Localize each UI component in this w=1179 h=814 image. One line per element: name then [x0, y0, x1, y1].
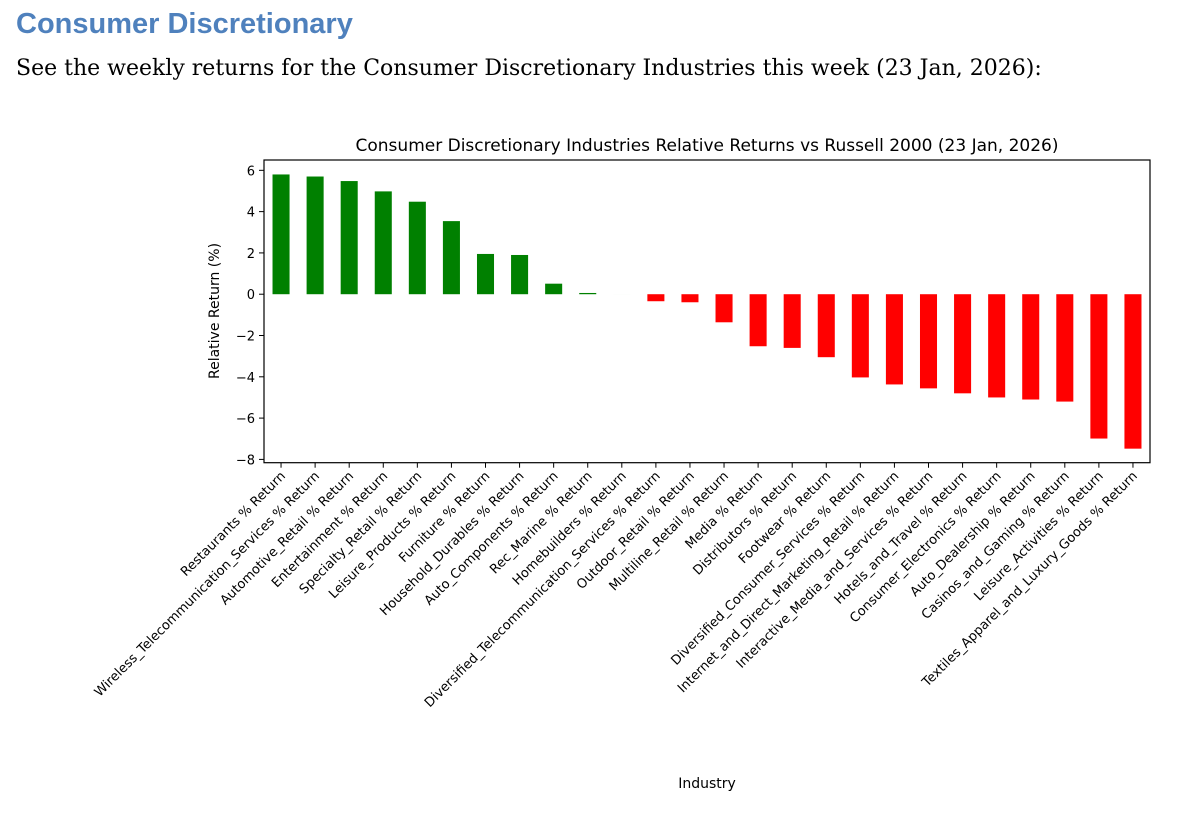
intro-text: See the weekly returns for the Consumer … — [16, 56, 1042, 81]
bar — [476, 253, 495, 295]
bar — [817, 294, 835, 358]
chart-title: Consumer Discretionary Industries Relati… — [356, 136, 1059, 156]
y-tick-label: 4 — [247, 206, 255, 221]
x-axis-label: Industry — [678, 776, 736, 792]
bar — [681, 294, 699, 303]
y-tick-label: 6 — [247, 164, 255, 179]
y-tick-label: −8 — [236, 453, 255, 468]
bar — [272, 174, 290, 295]
bar — [408, 201, 426, 295]
bar — [1056, 294, 1074, 402]
bar — [954, 294, 972, 394]
bar — [511, 254, 529, 295]
bar — [885, 294, 903, 385]
bar — [340, 181, 358, 295]
bar — [579, 292, 597, 295]
x-tick-label: Wireless_Telecommunication_Services % Re… — [92, 469, 323, 700]
bar — [783, 294, 801, 348]
bar — [442, 221, 460, 295]
bar — [306, 176, 324, 295]
y-axis-label: Relative Return (%) — [207, 243, 223, 379]
bar — [1124, 294, 1142, 449]
bar — [749, 294, 767, 347]
y-tick-label: −6 — [236, 412, 255, 427]
bar — [647, 294, 665, 302]
section-heading: Consumer Discretionary — [16, 8, 353, 40]
y-tick-label: 2 — [247, 247, 255, 262]
bar — [374, 191, 392, 295]
bar — [545, 283, 563, 295]
bar — [1090, 294, 1108, 439]
plot-frame — [263, 159, 1151, 464]
y-tick-label: −4 — [236, 371, 255, 386]
bar — [715, 294, 733, 323]
bar — [851, 294, 869, 378]
y-tick-label: 0 — [247, 288, 255, 303]
bar — [1022, 294, 1040, 400]
bar — [919, 294, 938, 389]
bar — [988, 294, 1006, 398]
y-tick-label: −2 — [236, 330, 255, 345]
